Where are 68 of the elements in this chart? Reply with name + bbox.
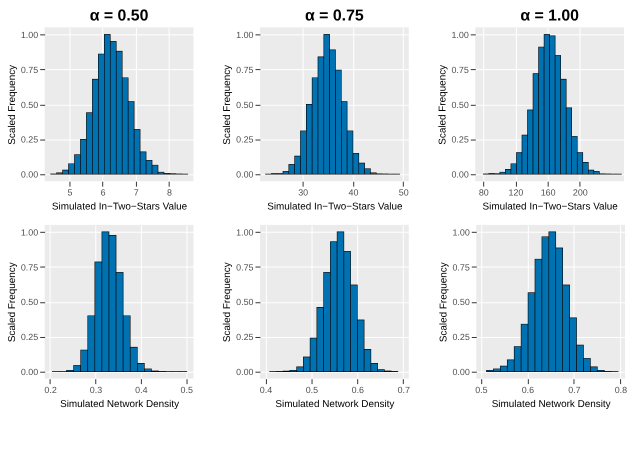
y-tick-label: 1.00: [236, 30, 254, 40]
x-axis-title: Simulated In−Two−Stars Value: [267, 201, 403, 212]
x-tick-label: 0.4: [135, 385, 148, 396]
x-tick-label: 0.6: [352, 385, 364, 396]
x-tick-label: 8: [166, 188, 172, 198]
x-tick-label: 0.2: [44, 385, 57, 396]
x-tick-label: 0.3: [90, 385, 102, 396]
x-tick-label: 5: [68, 188, 73, 198]
y-tick-label: 0.50: [236, 297, 254, 308]
y-tick-label: 0.00: [236, 367, 254, 378]
x-tick-label: 0.5: [306, 385, 318, 396]
y-tick-label: 0.00: [20, 367, 38, 378]
x-axis-title: Simulated In−Two−Stars Value: [482, 201, 618, 212]
y-tick-label: 0.00: [236, 170, 254, 180]
x-tick-label: 0.4: [260, 385, 272, 396]
y-tick-label: 0.25: [20, 332, 38, 342]
x-tick-label: 200: [572, 188, 588, 198]
x-tick-label: 6: [100, 188, 106, 198]
x-tick-label: 120: [508, 188, 524, 198]
y-tick-label: 0.00: [451, 170, 469, 180]
y-tick-label: 0.25: [451, 134, 469, 145]
y-tick-label: 0.25: [236, 134, 254, 145]
y-tick-label: 0.75: [236, 64, 254, 75]
x-tick-label: 0.8: [614, 385, 628, 396]
y-axis-title: Scaled Frequency: [222, 262, 234, 342]
x-axis-title: Simulated Network Density: [275, 398, 394, 410]
y-tick-label: 0.75: [20, 262, 38, 272]
y-axis-title: Scaled Frequency: [6, 64, 18, 145]
y-tick-label: 0.50: [451, 100, 469, 110]
y-tick-label: 0.00: [20, 170, 38, 180]
x-tick-label: 0.6: [522, 385, 534, 396]
y-tick-label: 0.75: [236, 262, 254, 272]
x-tick-label: 80: [478, 188, 489, 198]
y-axis-title: Scaled Frequency: [438, 262, 450, 342]
y-tick-label: 0.75: [451, 64, 469, 75]
y-tick-label: 0.50: [20, 100, 38, 110]
y-axis-title: Scaled Frequency: [222, 64, 234, 145]
x-tick-label: 30: [298, 188, 308, 198]
y-tick-label: 0.25: [20, 134, 38, 145]
y-tick-label: 1.00: [451, 30, 469, 40]
y-tick-label: 0.50: [236, 100, 254, 110]
chart-title: α = 1.00: [520, 7, 580, 24]
y-tick-label: 1.00: [236, 227, 254, 238]
x-tick-label: 0.5: [475, 385, 488, 396]
x-tick-label: 0.7: [398, 385, 410, 396]
x-tick-label: 40: [348, 188, 358, 198]
y-tick-label: 0.50: [452, 297, 470, 308]
chart-title: α = 0.75: [305, 7, 364, 24]
x-tick-label: 50: [398, 188, 409, 198]
y-tick-label: 0.25: [236, 332, 254, 342]
y-tick-label: 1.00: [20, 227, 38, 238]
y-tick-label: 0.50: [20, 297, 38, 308]
y-tick-label: 0.75: [452, 262, 470, 272]
x-axis-title: Simulated Network Density: [492, 398, 611, 410]
y-tick-label: 1.00: [20, 30, 38, 40]
x-tick-label: 7: [134, 188, 139, 198]
y-tick-label: 0.00: [452, 367, 470, 378]
y-tick-label: 0.75: [20, 64, 38, 75]
y-tick-label: 1.00: [452, 227, 470, 238]
chart-title: α = 0.50: [90, 7, 149, 24]
y-axis-title: Scaled Frequency: [437, 64, 448, 145]
x-tick-label: 0.7: [568, 385, 581, 396]
y-axis-title: Scaled Frequency: [6, 262, 18, 342]
x-tick-label: 160: [540, 188, 556, 198]
x-axis-title: Simulated In−Two−Stars Value: [52, 201, 188, 212]
y-tick-label: 0.25: [452, 332, 470, 342]
x-tick-label: 0.5: [180, 385, 193, 396]
x-axis-title: Simulated Network Density: [60, 398, 180, 410]
